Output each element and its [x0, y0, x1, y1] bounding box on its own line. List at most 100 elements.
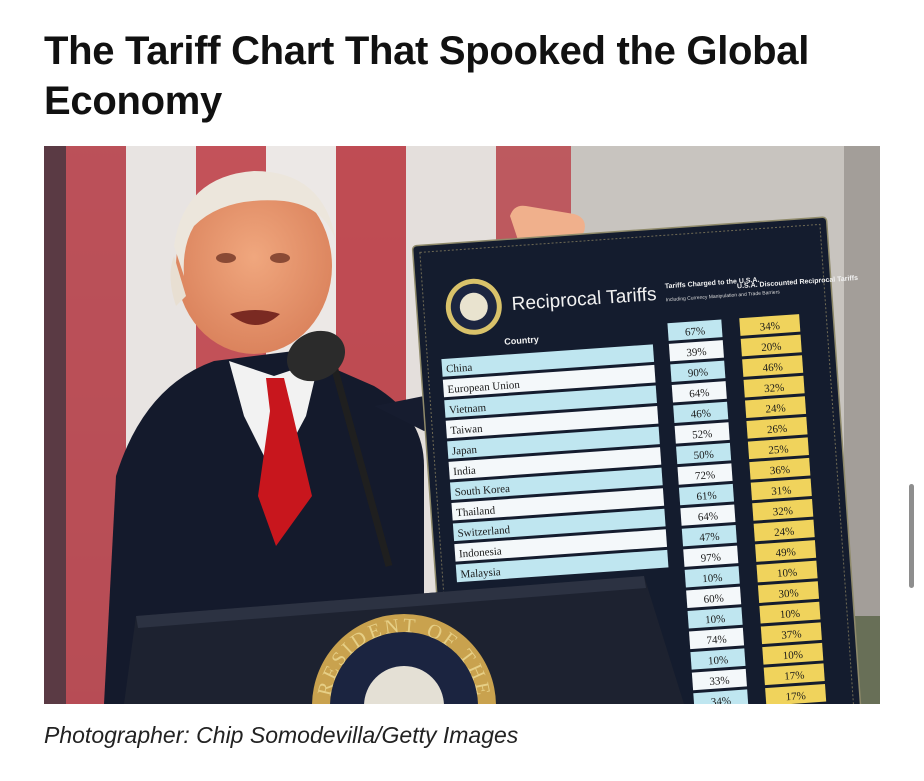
discounted-value: 32% — [764, 382, 785, 395]
charged-value: 74% — [706, 634, 727, 647]
photo-scene: Reciprocal Tariffs Country Tariffs Charg… — [44, 146, 880, 704]
country-name: European Union — [447, 379, 521, 396]
discounted-cell — [740, 334, 802, 357]
discounted-value: 34% — [759, 320, 780, 333]
charged-value: 64% — [698, 510, 719, 523]
charged-cell — [693, 689, 749, 704]
discounted-value: 37% — [781, 628, 802, 641]
country-name: China — [446, 362, 473, 376]
charged-value: 52% — [692, 428, 713, 441]
discounted-cell — [759, 601, 821, 624]
face — [176, 178, 332, 354]
charged-cell — [671, 381, 727, 403]
charged-value: 46% — [690, 407, 711, 420]
discounted-value: 25% — [768, 443, 789, 456]
discounted-cell — [747, 437, 809, 460]
charged-value: 33% — [709, 675, 730, 688]
discounted-value: 24% — [765, 402, 786, 415]
charged-cell — [690, 648, 746, 670]
discounted-cell — [755, 540, 817, 562]
photo-caption: Photographer: Chip Somodevilla/Getty Ima… — [44, 722, 519, 748]
discounted-value: 17% — [785, 690, 806, 703]
charged-value: 34% — [710, 695, 731, 704]
country-row — [452, 508, 666, 542]
discounted-value: 36% — [769, 464, 790, 477]
microphone — [286, 330, 393, 567]
discounted-value: 17% — [784, 669, 805, 682]
country-name: India — [453, 465, 477, 479]
discounted-cell — [757, 581, 820, 603]
country-row — [450, 467, 663, 501]
charged-value: 10% — [705, 613, 726, 626]
discounted-value: 49% — [775, 546, 796, 559]
country-row — [451, 488, 665, 521]
country-name: Indonesia — [459, 545, 503, 560]
charged-cell — [686, 586, 742, 609]
discounted-cell — [760, 622, 822, 645]
country-row — [447, 426, 660, 459]
discounted-cell — [750, 478, 812, 501]
charged-cell — [687, 607, 743, 629]
discounted-value: 24% — [774, 526, 795, 539]
charged-value: 97% — [700, 551, 721, 564]
country-row — [455, 549, 669, 583]
country-name: South Korea — [454, 483, 510, 499]
charged-cell — [676, 442, 732, 465]
discounted-cell — [739, 314, 801, 336]
discounted-value: 10% — [777, 567, 798, 580]
charged-cell — [673, 401, 729, 424]
country-name: Taiwan — [450, 423, 483, 437]
discounted-cell — [746, 416, 808, 439]
discounted-cell — [743, 375, 805, 398]
discounted-value: 32% — [772, 505, 793, 518]
discounted-cell — [745, 396, 807, 419]
charged-value: 60% — [703, 592, 724, 605]
discounted-cell — [756, 560, 818, 583]
discounted-cell — [763, 663, 825, 686]
charged-cell — [683, 545, 739, 567]
charged-cell — [668, 340, 724, 362]
charged-value: 50% — [693, 449, 714, 462]
article-photo: Reciprocal Tariffs Country Tariffs Charg… — [44, 146, 880, 704]
discounted-cell — [753, 519, 815, 542]
charged-cell — [688, 627, 745, 650]
charged-value: 10% — [702, 572, 723, 585]
charged-cell — [670, 360, 726, 382]
sign-column-country: Country — [504, 334, 539, 346]
country-name: Vietnam — [449, 402, 487, 417]
charged-value: 47% — [699, 531, 720, 544]
country-row — [448, 447, 662, 480]
country-row — [454, 529, 668, 562]
mouth — [230, 310, 280, 325]
charged-cell — [691, 668, 747, 691]
charged-cell — [677, 463, 733, 485]
scrollbar[interactable] — [909, 484, 914, 588]
discounted-cell — [742, 355, 804, 377]
country-row — [442, 364, 656, 398]
discounted-cell — [762, 642, 824, 665]
discounted-value: 31% — [771, 484, 792, 497]
charged-value: 10% — [708, 654, 729, 667]
charged-value: 64% — [689, 387, 710, 400]
charged-cell — [667, 319, 723, 341]
discounted-cell — [765, 683, 827, 704]
charged-value: 61% — [696, 490, 717, 503]
discounted-value: 46% — [762, 361, 783, 374]
country-name: Thailand — [456, 505, 496, 520]
discounted-value: 10% — [782, 649, 803, 662]
charged-cell — [678, 483, 735, 506]
discounted-value: 30% — [778, 587, 799, 600]
country-row — [444, 385, 657, 418]
country-row — [441, 344, 655, 377]
headline: The Tariff Chart That Spooked the Global… — [44, 29, 810, 123]
hair — [174, 171, 336, 276]
red-tie — [258, 378, 312, 546]
charged-value: 67% — [685, 325, 706, 338]
discounted-cell — [752, 499, 814, 521]
discounted-value: 20% — [761, 341, 782, 354]
discounted-value: 26% — [767, 423, 788, 436]
discounted-cell — [749, 457, 811, 480]
charged-cell — [681, 525, 737, 547]
charged-cell — [674, 422, 730, 444]
country-name: Malaysia — [460, 566, 501, 581]
